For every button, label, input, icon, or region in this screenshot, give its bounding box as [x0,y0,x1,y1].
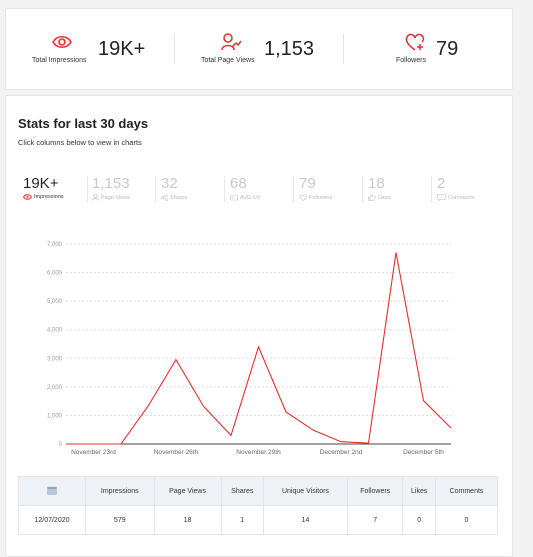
tab-separator [87,176,88,202]
tab-followers[interactable]: 79 Followers [299,176,333,206]
tab-value: 2 [437,175,446,192]
tab-separator [362,176,363,202]
tab-likes[interactable]: 18 Likes [368,176,391,206]
tab-label-row: Comments [437,194,475,201]
table-cell: 0 [402,505,436,535]
stats-table: Impressions Page Views Shares Unique Vis… [18,476,499,535]
tab-label: Impressions [34,194,64,200]
y-tick-label: 6,000 [47,271,63,277]
table-row: 12/07/2020 579 18 1 14 7 0 0 [18,505,499,535]
tab-label: Likes [378,194,391,201]
tab-separator [224,176,225,202]
tab-label: AVG UV [240,194,261,201]
eye-icon [52,35,72,49]
page-views-value: 1,153 [264,38,315,60]
tab-label: Page Views [101,194,130,201]
tab-separator [293,176,294,202]
column-header[interactable]: Unique Visitors [262,476,348,506]
tab-separator [155,176,156,202]
heart-icon [299,194,307,201]
heart-plus-icon [405,33,425,51]
impressions-label: Total Impressions [32,57,87,64]
stats-title: Stats for last 30 days [18,116,149,131]
impressions-value: 19K+ [98,38,146,60]
y-tick-label: 2,000 [47,385,63,391]
tab-label-row: AVG UV [230,194,260,201]
thumbs-up-icon [368,194,376,201]
summary-card: Total Impressions 19K+ Total Page Views … [5,8,513,90]
tab-shares[interactable]: 32 Shares [161,176,187,206]
column-header[interactable]: Page Views [153,476,222,506]
column-header[interactable]: Shares [220,476,264,506]
impressions-line-chart: 0 1,000 2,000 3,000 4,000 5,000 6,000 7,000 Nove… [47,242,452,456]
column-header[interactable]: Likes [402,476,436,506]
user-icon [92,194,99,201]
x-tick-label: December 5th [403,449,444,456]
impressions-series-line[interactable] [66,252,452,445]
user-trend-icon [221,33,242,51]
tab-value: 19K+ [23,175,59,192]
tab-label: Comments [448,194,475,201]
y-tick-label: 3,000 [47,356,63,362]
summary-followers: Followers 79 [344,9,512,89]
summary-divider [343,34,344,64]
table-cell: 14 [262,505,348,535]
calendar-header[interactable] [18,476,86,506]
tab-value: 79 [299,175,316,192]
y-tick-label: 5,000 [47,299,63,305]
followers-label: Followers [396,57,426,64]
tab-separator [431,176,432,202]
table-cell: 7 [346,505,404,535]
eye-icon [23,194,32,200]
x-tick-label: November 26th [154,449,199,456]
tab-value: 18 [368,175,385,192]
column-header[interactable]: Followers [346,476,404,506]
tab-label: Shares [170,194,188,201]
x-tick-label: November 29th [236,449,281,456]
table-cell: 18 [153,505,222,535]
column-header[interactable]: Impressions [85,476,155,506]
tab-value: 68 [230,175,247,192]
y-tick-label: 7,000 [47,242,63,248]
y-tick-label: 0 [59,442,63,448]
tab-label-row: Followers [299,194,333,201]
table-cell: 0 [434,505,499,535]
tab-value: 32 [161,175,178,192]
y-tick-label: 4,000 [47,328,63,334]
share-icon [161,194,168,201]
y-tick-label: 1,000 [47,413,63,419]
x-tick-label: November 23rd [71,449,116,456]
table-header-row: Impressions Page Views Shares Unique Vis… [18,476,499,506]
stats-card: Stats for last 30 days Click columns bel… [5,95,513,557]
summary-divider [174,34,175,64]
tab-label-row: Page Views [92,194,130,201]
column-header[interactable]: Comments [434,476,499,506]
tab-value: 1,153 [92,175,130,192]
page-views-label: Total Page Views [201,57,255,64]
table-cell: 1 [220,505,264,535]
tab-page-views[interactable]: 1,153 Page Views [92,176,130,206]
calendar-icon [47,486,57,495]
tab-label-row: Shares [161,194,187,201]
tab-impressions[interactable]: 19K+ Impressions [23,176,64,206]
tab-label: Followers [309,194,333,201]
tab-avg-uv[interactable]: 68 AVG UV [230,176,260,206]
tab-label-row: Likes [368,194,391,201]
x-tick-label: December 2nd [320,449,363,456]
table-cell: 579 [85,505,155,535]
followers-value: 79 [436,38,459,60]
tab-label-row: Impressions [23,194,64,200]
summary-page-views: Total Page Views 1,153 [176,9,344,89]
table-cell-date: 12/07/2020 [18,505,86,535]
stats-subtitle: Click columns below to view in charts [18,138,142,147]
summary-impressions: Total Impressions 19K+ [6,9,176,89]
comment-icon [437,194,446,201]
card-icon [230,194,238,201]
tab-comments[interactable]: 2 Comments [437,176,475,206]
